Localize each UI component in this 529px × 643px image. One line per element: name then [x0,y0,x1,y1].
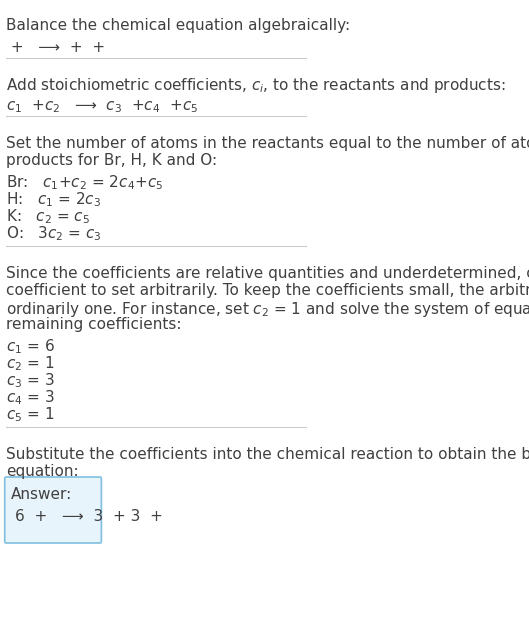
Text: H:   $c_1$ = 2$c_3$: H: $c_1$ = 2$c_3$ [6,190,101,209]
Text: $c_3$ = 3: $c_3$ = 3 [6,371,54,390]
Text: $c_1$ = 6: $c_1$ = 6 [6,337,54,356]
Text: remaining coefficients:: remaining coefficients: [6,317,181,332]
Text: coefficient to set arbitrarily. To keep the coefficients small, the arbitrary va: coefficient to set arbitrarily. To keep … [6,283,529,298]
Text: $c_5$ = 1: $c_5$ = 1 [6,405,54,424]
Text: 6  +   ⟶  3  + 3  +: 6 + ⟶ 3 + 3 + [15,509,168,524]
Text: +   ⟶  +  +: + ⟶ + + [6,40,110,55]
FancyBboxPatch shape [5,477,102,543]
Text: $c_4$ = 3: $c_4$ = 3 [6,388,54,407]
Text: products for Br, H, K and O:: products for Br, H, K and O: [6,153,217,168]
Text: K:   $c_2$ = $c_5$: K: $c_2$ = $c_5$ [6,207,90,226]
Text: ordinarily one. For instance, set $c_2$ = 1 and solve the system of equations fo: ordinarily one. For instance, set $c_2$ … [6,300,529,319]
Text: Substitute the coefficients into the chemical reaction to obtain the balanced: Substitute the coefficients into the che… [6,447,529,462]
Text: Balance the chemical equation algebraically:: Balance the chemical equation algebraica… [6,18,350,33]
Text: O:   3$c_2$ = $c_3$: O: 3$c_2$ = $c_3$ [6,224,102,242]
Text: $c_2$ = 1: $c_2$ = 1 [6,354,54,373]
Text: equation:: equation: [6,464,78,479]
Text: Add stoichiometric coefficients, $c_i$, to the reactants and products:: Add stoichiometric coefficients, $c_i$, … [6,76,506,95]
Text: $c_1$  +$c_2$   ⟶  $c_3$  +$c_4$  +$c_5$: $c_1$ +$c_2$ ⟶ $c_3$ +$c_4$ +$c_5$ [6,98,198,114]
Text: Set the number of atoms in the reactants equal to the number of atoms in the: Set the number of atoms in the reactants… [6,136,529,151]
Text: Since the coefficients are relative quantities and underdetermined, choose a: Since the coefficients are relative quan… [6,266,529,281]
Text: Answer:: Answer: [11,487,72,502]
Text: Br:   $c_1$+$c_2$ = 2$c_4$+$c_5$: Br: $c_1$+$c_2$ = 2$c_4$+$c_5$ [6,173,163,192]
